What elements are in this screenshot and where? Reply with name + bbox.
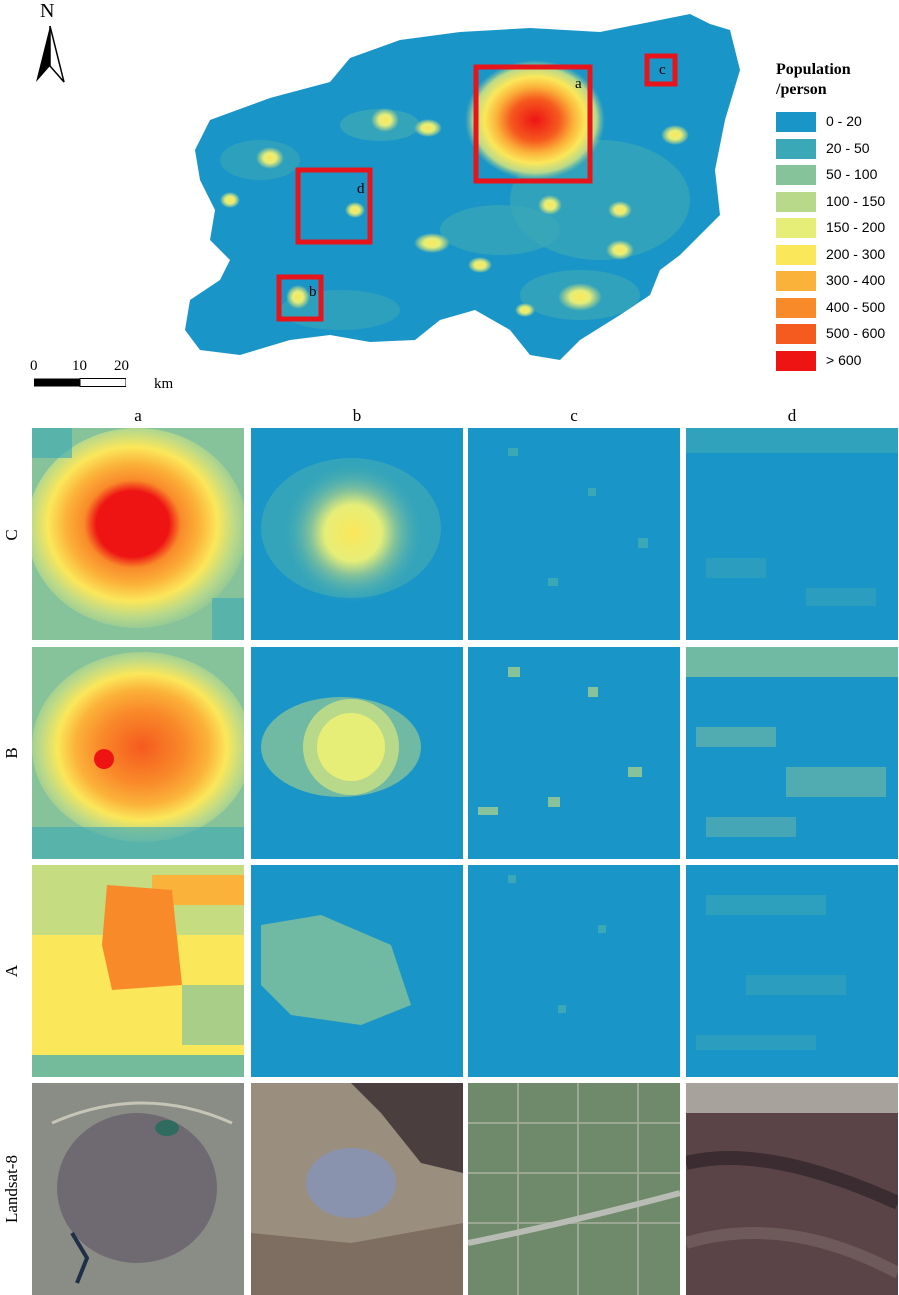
box-label-d: d	[357, 181, 365, 197]
legend-label: 20 - 50	[826, 139, 870, 156]
legend-swatch	[776, 297, 816, 318]
row-label-B: B	[2, 747, 21, 759]
tile-B-c	[468, 647, 680, 859]
tile-landsat-b	[251, 1083, 463, 1295]
legend-swatch	[776, 271, 816, 291]
legend-label: 150 - 200	[826, 219, 886, 235]
tile-C-b	[251, 428, 463, 640]
tile-C-a	[32, 428, 244, 640]
legend-swatch	[776, 350, 816, 371]
legend-label: 200 - 300	[826, 245, 886, 262]
legend-label: 300 - 400	[826, 272, 886, 288]
scale-unit: km	[154, 376, 174, 392]
legend-item: 150 - 200	[776, 214, 896, 241]
highlight-box-b	[276, 274, 324, 322]
legend-item: 0 - 20	[776, 108, 896, 135]
legend-label: 500 - 600	[826, 325, 886, 341]
tile-landsat-a	[32, 1083, 244, 1295]
legend-item: 50 - 100	[776, 161, 896, 188]
north-arrow-icon	[36, 25, 65, 83]
tile-A-d	[686, 865, 898, 1077]
legend-swatch	[776, 191, 816, 212]
column-header-c: c	[570, 406, 578, 425]
legend-item: 500 - 600	[776, 320, 896, 347]
legend-item: 200 - 300	[776, 241, 896, 268]
legend-title-line2: /person	[776, 81, 827, 98]
box-label-b: b	[309, 284, 317, 300]
legend-title-line1: Population	[776, 61, 851, 78]
column-header-b: b	[352, 406, 362, 425]
legend-swatch	[776, 165, 816, 185]
legend-swatch	[776, 324, 816, 344]
scale-bar-graphic	[34, 378, 126, 387]
legend-swatch	[776, 138, 816, 159]
row-label-C: C	[2, 529, 21, 541]
tile-C-d	[686, 428, 898, 640]
highlight-box-c	[644, 53, 678, 87]
row-label-landsat: Landsat-8	[2, 1155, 21, 1223]
north-arrow-label: N	[40, 0, 55, 22]
row-label-A: A	[2, 964, 21, 978]
legend-item: 400 - 500	[776, 294, 896, 321]
box-label-c: c	[659, 62, 666, 78]
tile-B-b	[251, 647, 463, 859]
legend-label: > 600	[826, 351, 862, 368]
tile-landsat-d	[686, 1083, 898, 1295]
scale-tick-label: 20	[114, 358, 129, 374]
legend-label: 50 - 100	[826, 166, 878, 182]
column-header-d: d	[787, 406, 797, 425]
column-header-a: a	[134, 406, 142, 425]
scale-tick-label: 10	[72, 358, 87, 374]
tile-B-a	[32, 647, 244, 859]
tile-C-c	[468, 428, 680, 640]
legend-item: 300 - 400	[776, 267, 896, 294]
tile-A-c	[468, 865, 680, 1077]
legend: Population /person 0 - 20 20 - 50 50 - 100…	[776, 60, 896, 373]
scale-bar: 0 10 20 km	[28, 358, 173, 392]
legend-swatch	[776, 112, 816, 132]
scale-tick-label: 0	[30, 358, 38, 374]
legend-swatch	[776, 244, 816, 265]
legend-item: 100 - 150	[776, 188, 896, 215]
highlight-box-d	[295, 167, 373, 245]
highlight-box-a	[473, 64, 593, 184]
overview-map	[185, 14, 740, 360]
legend-swatch	[776, 218, 816, 238]
tile-landsat-c	[468, 1083, 680, 1295]
box-label-a: a	[575, 76, 582, 92]
legend-item: > 600	[776, 347, 896, 374]
legend-label: 400 - 500	[826, 298, 886, 315]
tile-A-a	[32, 865, 244, 1077]
tile-A-b	[251, 865, 463, 1077]
legend-item: 20 - 50	[776, 135, 896, 162]
legend-label: 100 - 150	[826, 192, 886, 209]
legend-label: 0 - 20	[826, 113, 862, 129]
tile-B-d	[686, 647, 898, 859]
